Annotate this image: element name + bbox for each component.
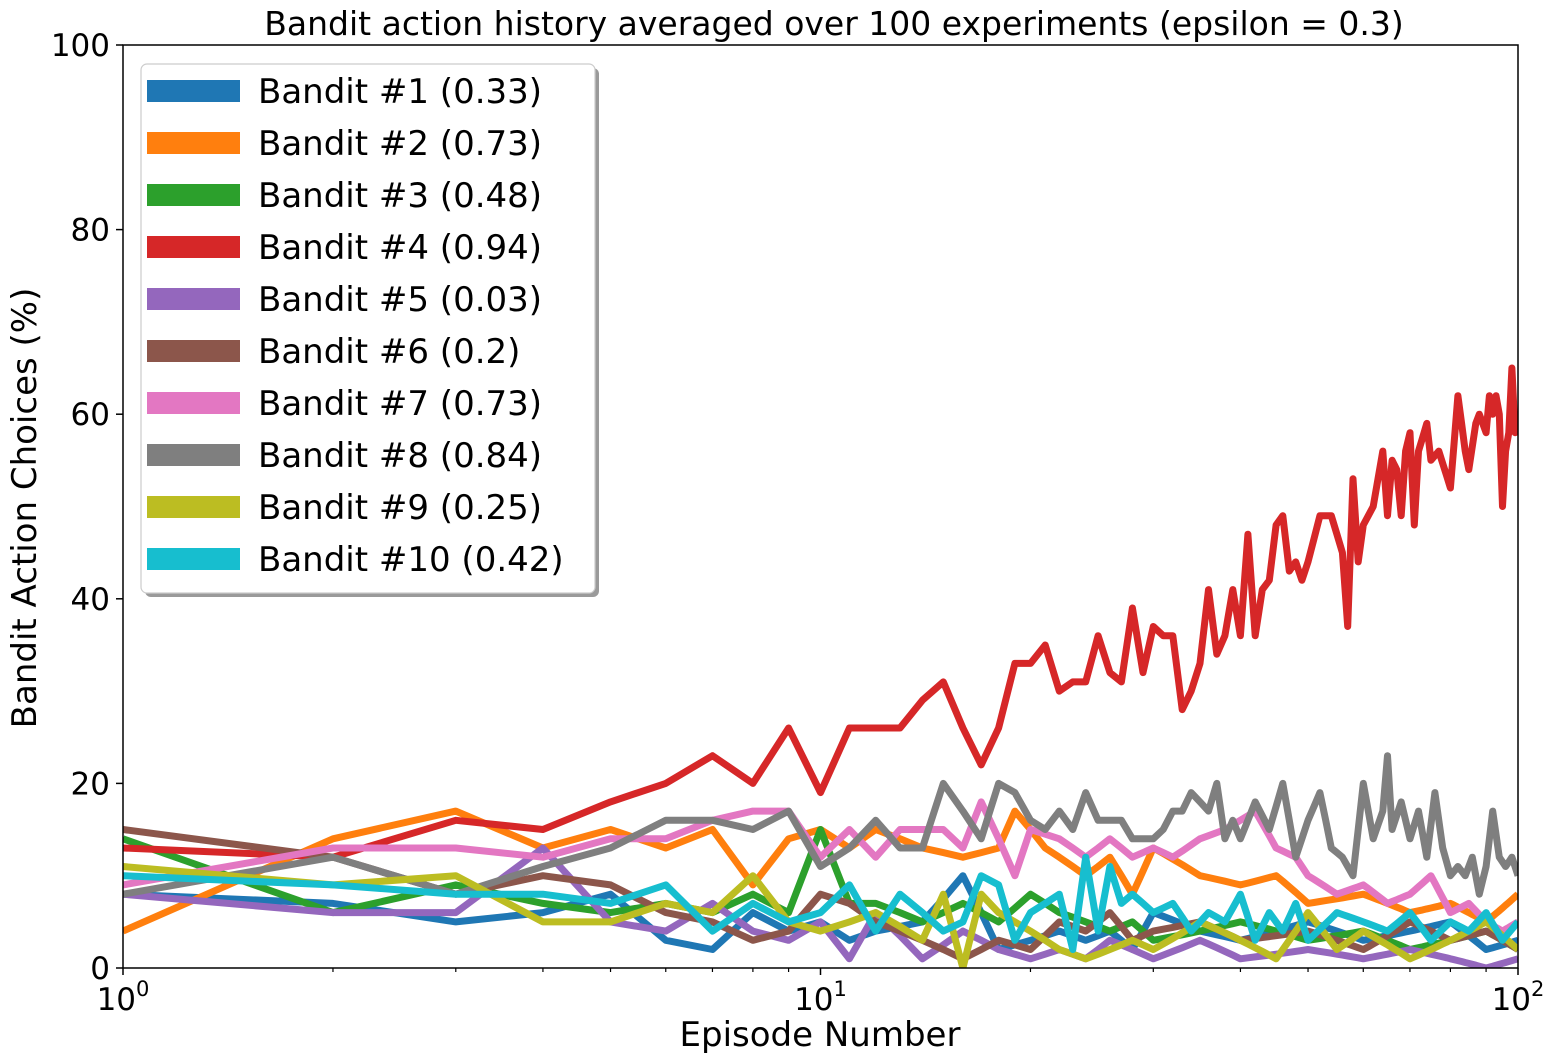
y-tick-label: 40 xyxy=(71,582,110,618)
legend-swatch xyxy=(147,184,240,206)
legend-label: Bandit #1 (0.33) xyxy=(258,72,542,112)
y-tick-label: 100 xyxy=(51,28,110,64)
legend-label: Bandit #3 (0.48) xyxy=(258,176,542,216)
y-tick-label: 80 xyxy=(71,213,110,249)
y-axis: 0 20 40 60 80 100 xyxy=(51,28,123,987)
legend: Bandit #1 (0.33) Bandit #2 (0.73) Bandit #… xyxy=(140,63,599,597)
x-tick-label: 102 xyxy=(1492,977,1545,1018)
legend-swatch xyxy=(147,132,240,154)
legend-label: Bandit #5 (0.03) xyxy=(258,280,542,320)
legend-label: Bandit #9 (0.25) xyxy=(258,488,542,528)
series-line-4 xyxy=(123,364,1518,861)
legend-label: Bandit #2 (0.73) xyxy=(258,124,542,164)
legend-label: Bandit #7 (0.73) xyxy=(258,384,542,424)
legend-swatch xyxy=(147,392,240,414)
x-axis-label: Episode Number xyxy=(680,1015,961,1055)
legend-label: Bandit #8 (0.84) xyxy=(258,436,542,476)
x-tick-label: 100 xyxy=(97,977,150,1018)
legend-swatch xyxy=(147,444,240,466)
series-line-9 xyxy=(123,863,1518,968)
x-tick-label: 101 xyxy=(794,977,847,1018)
chart-title: Bandit action history averaged over 100 … xyxy=(264,4,1403,43)
y-axis-label: Bandit Action Choices (%) xyxy=(5,288,45,729)
x-axis: 100 101 102 xyxy=(97,968,1545,1018)
y-tick-label: 20 xyxy=(71,766,110,802)
y-tick-label: 0 xyxy=(90,951,110,987)
legend-swatch xyxy=(147,288,240,310)
legend-label: Bandit #10 (0.42) xyxy=(258,540,564,580)
legend-swatch xyxy=(147,340,240,362)
series-line-8 xyxy=(123,752,1518,898)
legend-swatch xyxy=(147,80,240,102)
legend-swatch xyxy=(147,548,240,570)
legend-swatch xyxy=(147,236,240,258)
legend-label: Bandit #4 (0.94) xyxy=(258,228,542,268)
series-line-10 xyxy=(123,853,1518,953)
legend-swatch xyxy=(147,496,240,518)
legend-box xyxy=(140,63,596,594)
y-tick-label: 60 xyxy=(71,397,110,433)
legend-label: Bandit #6 (0.2) xyxy=(258,332,520,372)
